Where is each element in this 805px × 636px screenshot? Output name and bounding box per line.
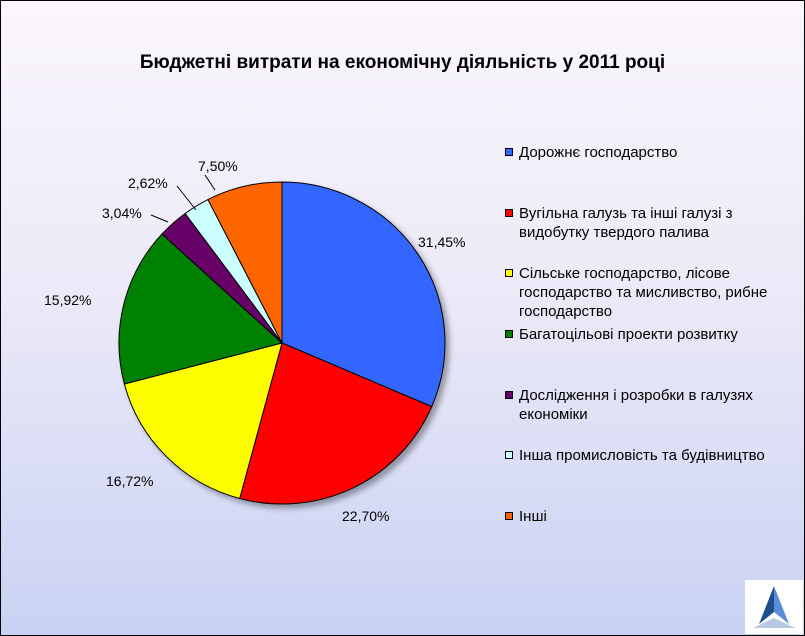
legend-label-2: Вугільна галузь та інші галузі з видобут… — [519, 205, 733, 241]
legend-label-5: Дослідження і розробки в галузях економі… — [519, 387, 753, 423]
pie-slice-3 — [123, 342, 283, 500]
pie-slice-7 — [207, 181, 283, 344]
pie-slice-2 — [239, 342, 433, 505]
legend-label-3: Сільське господарство, лісове господарст… — [519, 265, 768, 320]
legend-label-6: Інша промисловість та будівництво — [519, 447, 765, 464]
pie-slice-1 — [281, 181, 446, 408]
legend-label-1: Дорожнє господарство — [519, 144, 678, 161]
data-label-7: 7,50% — [198, 158, 238, 174]
legend-swatch-2 — [505, 209, 513, 217]
chart-title: Бюджетні витрати на економічну діяльніст… — [139, 52, 666, 73]
legend-swatch-6 — [505, 451, 513, 459]
leader-line-6 — [176, 185, 197, 211]
legend-label-4: Багатоцільові проекти розвитку — [519, 326, 738, 343]
data-label-5: 3,04% — [102, 205, 142, 221]
data-label-4: 15,92% — [44, 292, 91, 308]
legend-swatch-4 — [505, 330, 513, 338]
legend-swatch-3 — [505, 269, 513, 277]
legend-label-7: Інші — [519, 508, 547, 525]
legend-swatch-7 — [505, 512, 513, 520]
legend-swatch-1 — [505, 148, 513, 156]
pie-slice-4 — [118, 233, 284, 385]
data-label-1: 31,45% — [418, 234, 465, 250]
logo-icon — [745, 580, 803, 634]
legend: Дорожнє господарство Вугільна галузь та і… — [505, 0, 800, 636]
data-label-6: 2,62% — [128, 175, 168, 191]
data-label-2: 22,70% — [342, 508, 389, 524]
legend-swatch-5 — [505, 391, 513, 399]
leader-line-5 — [150, 214, 169, 223]
leader-line-7 — [204, 174, 216, 191]
data-label-3: 16,72% — [106, 473, 153, 489]
